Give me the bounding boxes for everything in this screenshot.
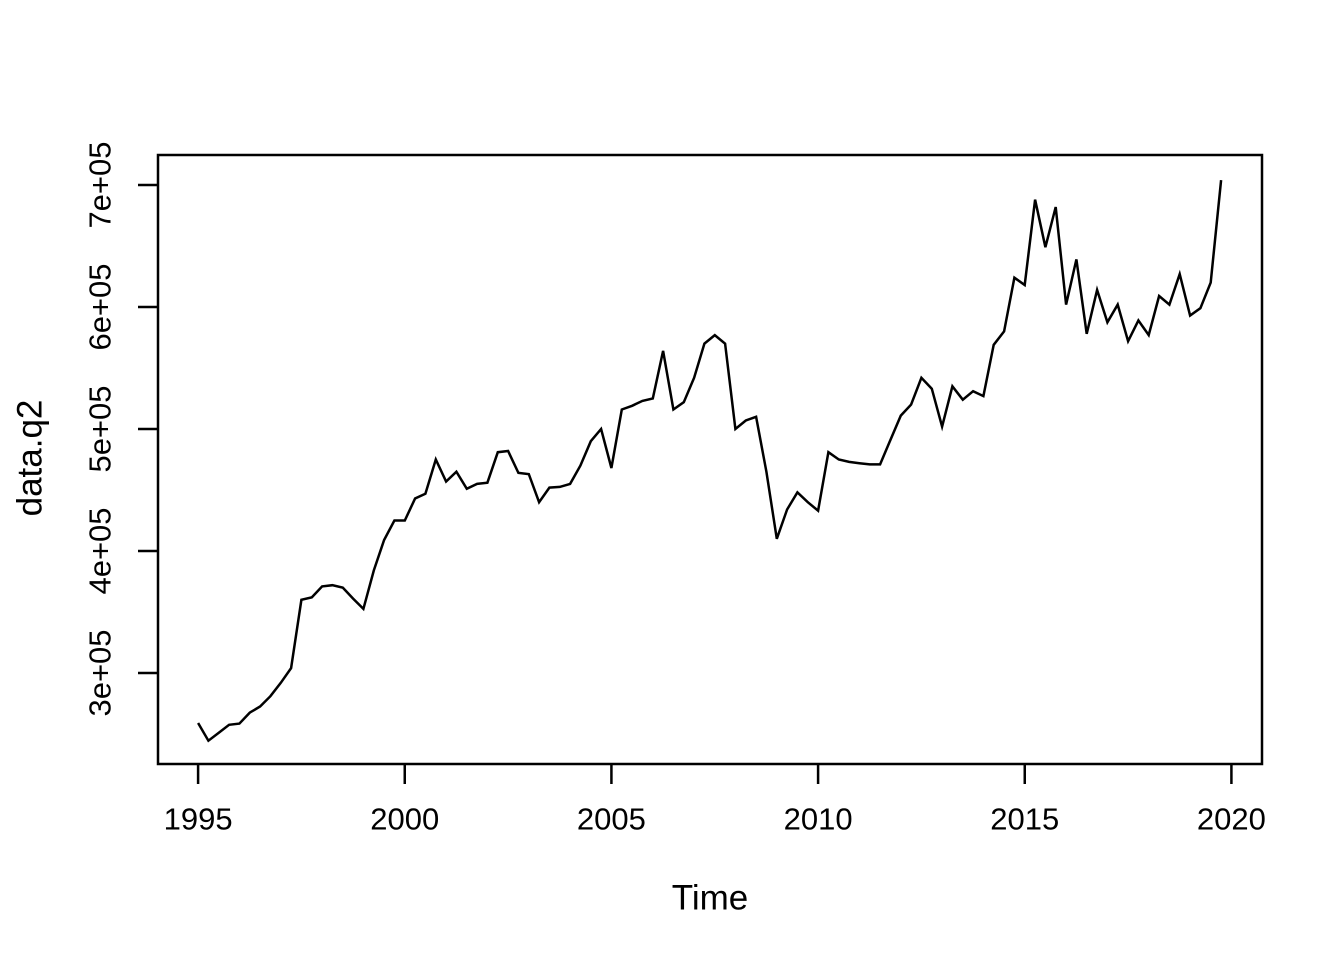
x-tick-label: 2000 xyxy=(370,802,439,837)
y-tick-label: 6e+05 xyxy=(83,263,118,350)
y-axis: 3e+05 4e+05 5e+05 6e+05 7e+05 xyxy=(83,141,158,717)
x-axis-title: Time xyxy=(672,879,748,918)
x-tick-label: 2015 xyxy=(990,802,1059,837)
x-tick-label: 2005 xyxy=(577,802,646,837)
y-tick-label: 7e+05 xyxy=(83,141,118,228)
series-line xyxy=(197,179,1223,743)
y-tick-label: 3e+05 xyxy=(83,629,118,716)
plot-box xyxy=(156,153,1264,766)
x-tick-label: 2010 xyxy=(784,802,853,837)
y-tick-label: 4e+05 xyxy=(83,507,118,594)
x-tick-label: 2020 xyxy=(1197,802,1266,837)
x-tick-label: 1995 xyxy=(164,802,233,837)
y-axis-title: data.q2 xyxy=(11,400,50,517)
y-tick-label: 5e+05 xyxy=(83,385,118,472)
x-axis: 1995 2000 2005 2010 2015 2020 xyxy=(164,764,1266,837)
